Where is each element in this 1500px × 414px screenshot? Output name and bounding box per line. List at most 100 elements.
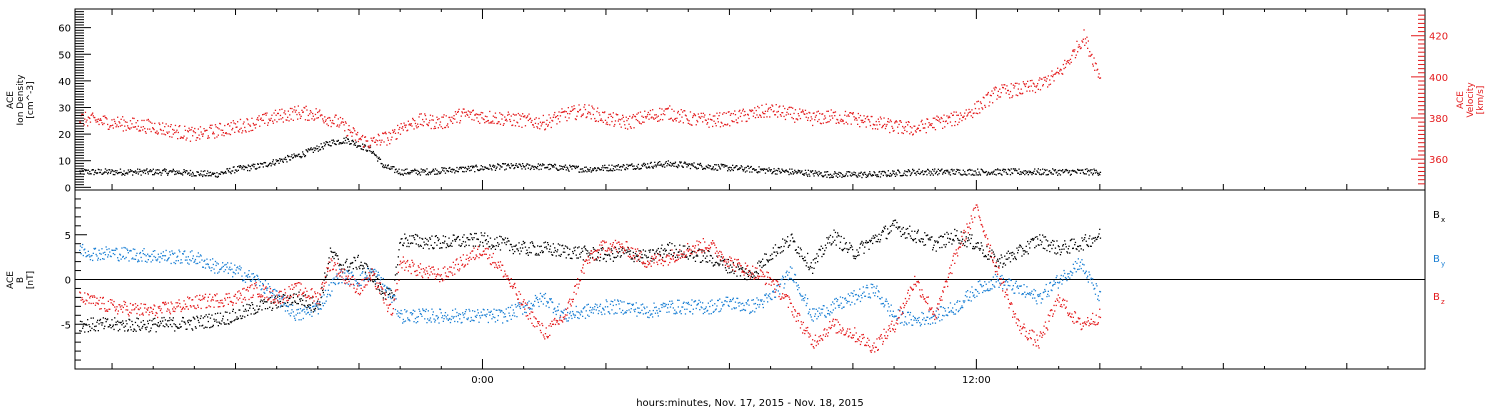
by-series-point bbox=[101, 254, 102, 255]
velocity-series-point bbox=[585, 109, 586, 110]
density-series-point bbox=[801, 170, 802, 171]
velocity-series-point bbox=[1070, 59, 1071, 60]
bx-series-point bbox=[538, 253, 539, 254]
velocity-series-point bbox=[887, 121, 888, 122]
bx-series-point bbox=[195, 326, 196, 327]
density-series-point bbox=[941, 169, 942, 170]
bx-series-point bbox=[961, 241, 962, 242]
velocity-series-point bbox=[484, 122, 485, 123]
density-series-point bbox=[851, 173, 852, 174]
bx-series-point bbox=[161, 323, 162, 324]
velocity-series-point bbox=[1084, 45, 1085, 46]
bx-series-point bbox=[260, 301, 261, 302]
by-series-point bbox=[398, 312, 399, 313]
bx-series-point bbox=[246, 304, 247, 305]
bx-series-point bbox=[352, 262, 353, 263]
by-series-point bbox=[261, 288, 262, 289]
by-series-point bbox=[450, 322, 451, 323]
by-series-point bbox=[215, 261, 216, 262]
by-series-point bbox=[211, 267, 212, 268]
density-series-point bbox=[973, 171, 974, 172]
bx-series-point bbox=[966, 246, 967, 247]
by-series-point bbox=[423, 310, 424, 311]
velocity-series-point bbox=[248, 123, 249, 124]
velocity-series-point bbox=[639, 123, 640, 124]
density-series-point bbox=[677, 167, 678, 168]
density-series-point bbox=[1028, 171, 1029, 172]
bx-series-point bbox=[978, 248, 979, 249]
by-series-point bbox=[438, 322, 439, 323]
density-series-point bbox=[293, 157, 294, 158]
velocity-series-point bbox=[513, 114, 514, 115]
bx-series-point bbox=[118, 322, 119, 323]
bx-series-point bbox=[121, 322, 122, 323]
density-series-point bbox=[1053, 174, 1054, 175]
velocity-series-point bbox=[961, 120, 962, 121]
velocity-series-point bbox=[465, 115, 466, 116]
by-series-point bbox=[445, 312, 446, 313]
velocity-series-point bbox=[341, 123, 342, 124]
velocity-series-point bbox=[375, 142, 376, 143]
bx-series-point bbox=[513, 246, 514, 247]
bx-series-point bbox=[548, 251, 549, 252]
velocity-series-point bbox=[83, 124, 84, 125]
velocity-series-point bbox=[338, 126, 339, 127]
velocity-series-point bbox=[499, 112, 500, 113]
density-series-point bbox=[877, 174, 878, 175]
velocity-series-point bbox=[1026, 91, 1027, 92]
bx-series-point bbox=[356, 268, 357, 269]
velocity-series-point bbox=[1082, 41, 1083, 42]
velocity-series-point bbox=[119, 122, 120, 123]
velocity-series-point bbox=[967, 114, 968, 115]
density-series-point bbox=[206, 173, 207, 174]
velocity-series-point bbox=[150, 122, 151, 123]
velocity-series-point bbox=[206, 130, 207, 131]
by-series-point bbox=[98, 258, 99, 259]
bx-series-point bbox=[813, 259, 814, 260]
velocity-series-point bbox=[626, 117, 627, 118]
bx-series-point bbox=[152, 324, 153, 325]
velocity-series-point bbox=[288, 111, 289, 112]
bx-series-point bbox=[333, 258, 334, 259]
density-series-point bbox=[93, 174, 94, 175]
velocity-series-point bbox=[701, 116, 702, 117]
bx-series-point bbox=[789, 245, 790, 246]
density-series-point bbox=[758, 171, 759, 172]
bx-series-point bbox=[391, 292, 392, 293]
velocity-series-point bbox=[798, 113, 799, 114]
by-series-point bbox=[496, 310, 497, 311]
by-series-point bbox=[301, 319, 302, 320]
velocity-series-point bbox=[586, 116, 587, 117]
velocity-series-point bbox=[772, 105, 773, 106]
velocity-series-point bbox=[837, 119, 838, 120]
bx-series-point bbox=[467, 237, 468, 238]
density-series-point bbox=[821, 172, 822, 173]
density-series-point bbox=[468, 166, 469, 167]
density-series-point bbox=[111, 171, 112, 172]
velocity-series-point bbox=[126, 130, 127, 131]
velocity-series-point bbox=[925, 123, 926, 124]
velocity-series-point bbox=[943, 121, 944, 122]
bx-series-point bbox=[320, 304, 321, 305]
velocity-series-point bbox=[453, 118, 454, 119]
bx-series-point bbox=[731, 267, 732, 268]
by-series-point bbox=[366, 275, 367, 276]
bx-series-point bbox=[541, 246, 542, 247]
bx-series-point bbox=[412, 243, 413, 244]
density-series-point bbox=[893, 173, 894, 174]
velocity-series-point bbox=[664, 114, 665, 115]
density-series-point bbox=[864, 172, 865, 173]
by-series-point bbox=[173, 254, 174, 255]
velocity-series-point bbox=[527, 115, 528, 116]
density-series-point bbox=[578, 166, 579, 167]
density-series-point bbox=[915, 173, 916, 174]
velocity-series-point bbox=[964, 113, 965, 114]
bx-series-point bbox=[806, 262, 807, 263]
velocity-series-point bbox=[752, 110, 753, 111]
velocity-series-point bbox=[641, 116, 642, 117]
bx-series-point bbox=[361, 265, 362, 266]
by-series-point bbox=[112, 250, 113, 251]
by-series-point bbox=[337, 278, 338, 279]
bx-series-point bbox=[965, 241, 966, 242]
velocity-series-point bbox=[835, 111, 836, 112]
